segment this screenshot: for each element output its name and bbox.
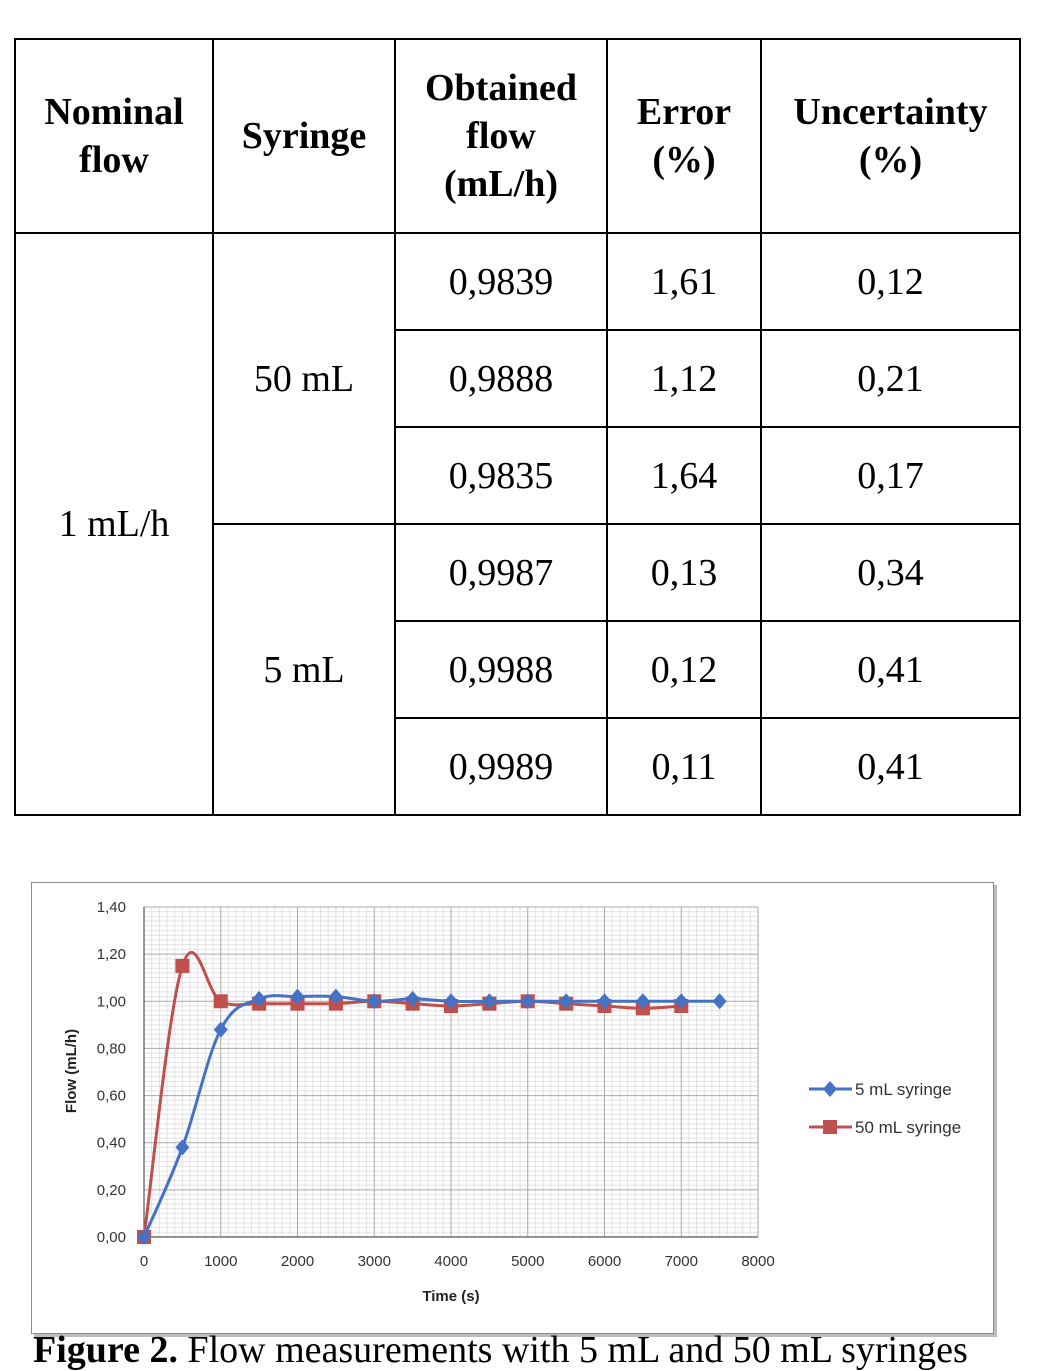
data-point bbox=[137, 1229, 151, 1245]
x-axis-title: Time (s) bbox=[422, 1288, 479, 1305]
y-tick-label: 0,40 bbox=[97, 1135, 126, 1152]
data-point bbox=[290, 988, 305, 1005]
syringe-cell: 50 mL bbox=[212, 232, 396, 525]
data-point bbox=[635, 993, 650, 1010]
x-tick-label: 6000 bbox=[588, 1253, 621, 1270]
obtained-flow-cell: 0,9988 bbox=[394, 620, 608, 719]
x-tick-label: 7000 bbox=[665, 1253, 698, 1270]
legend-swatch-marker bbox=[823, 1120, 837, 1134]
x-tick-label: 2000 bbox=[281, 1253, 314, 1270]
legend-item: 50 mL syringe bbox=[809, 1118, 961, 1137]
chart-grid bbox=[143, 906, 759, 1238]
uncertainty-cell: 0,34 bbox=[760, 523, 1021, 622]
error-cell: 1,64 bbox=[606, 426, 762, 525]
legend-item: 5 mL syringe bbox=[809, 1080, 952, 1099]
legend-swatch-marker bbox=[823, 1081, 837, 1097]
obtained-flow-cell: 0,9835 bbox=[394, 426, 608, 525]
error-cell: 1,12 bbox=[606, 329, 762, 428]
series-5ml-syringe bbox=[137, 988, 727, 1245]
data-point bbox=[559, 993, 574, 1010]
x-tick-label: 5000 bbox=[511, 1253, 544, 1270]
data-point bbox=[175, 958, 190, 973]
caption-text: Flow measurements with 5 mL and 50 mL sy… bbox=[187, 1329, 968, 1371]
results-table: Nominal flow Syringe Obtained flow (mL/h… bbox=[14, 38, 1021, 816]
header-line: (mL/h) bbox=[444, 163, 558, 205]
data-point bbox=[252, 990, 267, 1007]
header-line: flow bbox=[466, 115, 536, 157]
x-tick-label: 3000 bbox=[358, 1253, 391, 1270]
data-point bbox=[213, 994, 228, 1009]
header-line: Error bbox=[636, 91, 732, 133]
x-tick-label: 8000 bbox=[741, 1253, 774, 1270]
error-cell: 0,12 bbox=[606, 620, 762, 719]
obtained-flow-cell: 0,9989 bbox=[394, 717, 608, 816]
obtained-flow-cell: 0,9987 bbox=[394, 523, 608, 622]
table-row: 0,9989 0,11 0,41 bbox=[15, 717, 1021, 816]
header-line: Uncertainty bbox=[793, 91, 988, 133]
header-uncertainty: Uncertainty (%) bbox=[760, 38, 1021, 234]
data-point bbox=[444, 993, 458, 1010]
legend-label: 50 mL syringe bbox=[855, 1118, 961, 1137]
table-row: 0,9988 0,12 0,41 bbox=[15, 620, 1021, 719]
y-tick-label: 1,40 bbox=[97, 899, 126, 916]
header-row: Nominal flow Syringe Obtained flow (mL/h… bbox=[14, 38, 1021, 234]
data-point bbox=[674, 993, 689, 1010]
uncertainty-cell: 0,41 bbox=[760, 717, 1021, 816]
syringe-cell: 5 mL bbox=[212, 523, 396, 816]
x-tick-label: 0 bbox=[140, 1253, 148, 1270]
table-row: 0,9835 1,64 0,17 bbox=[15, 426, 1021, 525]
legend-label: 5 mL syringe bbox=[855, 1080, 952, 1099]
data-point bbox=[712, 993, 727, 1010]
chart-axes: 0 1000 2000 3000 4000 5000 6000 7000 8000 0,00 0,2… bbox=[97, 899, 775, 1270]
uncertainty-cell: 0,41 bbox=[760, 620, 1021, 719]
y-tick-label: 0,20 bbox=[97, 1182, 126, 1199]
flow-chart: 0 1000 2000 3000 4000 5000 6000 7000 8000 0,00 0,2… bbox=[63, 899, 961, 1305]
obtained-flow-cell: 0,9839 bbox=[394, 232, 608, 331]
y-axis-title: Flow (mL/h) bbox=[63, 1029, 80, 1113]
header-obtained-flow: Obtained flow (mL/h) bbox=[394, 38, 608, 234]
y-tick-label: 1,20 bbox=[97, 946, 126, 963]
y-tick-label: 0,80 bbox=[97, 1040, 126, 1057]
data-point bbox=[213, 1021, 228, 1038]
data-point bbox=[405, 990, 420, 1007]
uncertainty-cell: 0,17 bbox=[760, 426, 1021, 525]
header-line: flow bbox=[79, 139, 149, 181]
header-syringe: Syringe bbox=[212, 38, 396, 234]
y-tick-label: 0,00 bbox=[97, 1229, 126, 1246]
header-line: (%) bbox=[652, 139, 716, 181]
data-point bbox=[328, 988, 343, 1005]
error-cell: 0,11 bbox=[606, 717, 762, 816]
table-row: 0,9888 1,12 0,21 bbox=[15, 329, 1021, 428]
series-line bbox=[142, 994, 720, 1238]
caption-label: Figure 2. bbox=[33, 1329, 178, 1371]
data-point bbox=[367, 993, 382, 1010]
y-tick-label: 0,60 bbox=[97, 1088, 126, 1105]
x-tick-label: 4000 bbox=[434, 1253, 467, 1270]
x-tick-label: 1000 bbox=[204, 1253, 237, 1270]
data-point bbox=[175, 1139, 190, 1156]
chart-legend: 5 mL syringe 50 mL syringe bbox=[809, 1080, 961, 1137]
error-cell: 0,13 bbox=[606, 523, 762, 622]
chart-series bbox=[137, 951, 727, 1245]
uncertainty-cell: 0,21 bbox=[760, 329, 1021, 428]
header-line: Nominal bbox=[44, 91, 184, 133]
header-line: Obtained bbox=[424, 67, 578, 109]
table-row: 5 mL 0,9987 0,13 0,34 bbox=[15, 523, 1021, 816]
uncertainty-cell: 0,12 bbox=[760, 232, 1021, 331]
table-row: 1 mL/h 50 mL 0,9839 1,61 0,12 bbox=[14, 232, 1021, 816]
nominal-flow-cell: 1 mL/h bbox=[14, 232, 214, 816]
obtained-flow-cell: 0,9888 bbox=[394, 329, 608, 428]
chart-frame: 0 1000 2000 3000 4000 5000 6000 7000 8000 0,00 0,2… bbox=[31, 882, 994, 1334]
header-nominal-flow: Nominal flow bbox=[14, 38, 214, 234]
data-point bbox=[520, 993, 535, 1010]
figure-caption: Figure 2. Flow measurements with 5 mL an… bbox=[33, 1330, 968, 1370]
header-line: Syringe bbox=[241, 115, 367, 157]
header-error: Error (%) bbox=[606, 38, 762, 234]
y-tick-label: 1,00 bbox=[97, 993, 126, 1010]
data-point bbox=[597, 993, 612, 1010]
error-cell: 1,61 bbox=[606, 232, 762, 331]
data-point bbox=[482, 993, 497, 1010]
header-line: (%) bbox=[858, 139, 923, 181]
